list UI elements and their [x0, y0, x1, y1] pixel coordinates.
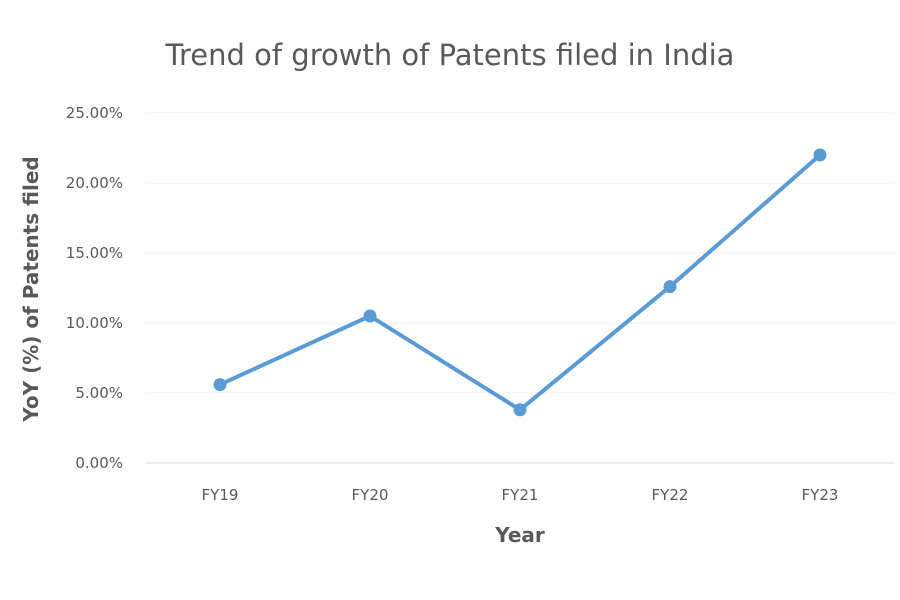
y-tick-label: 5.00% — [75, 384, 123, 402]
x-tick-label: FY22 — [652, 486, 689, 504]
data-point — [363, 309, 377, 323]
chart-title: Trend of growth of Patents filed in Indi… — [165, 38, 735, 72]
y-tick-label: 0.00% — [75, 454, 123, 472]
x-tick-label: FY21 — [502, 486, 539, 504]
data-point — [813, 148, 827, 162]
gridlines — [145, 112, 895, 464]
x-tick-label: FY19 — [202, 486, 239, 504]
y-axis-title: YoY (%) of Patents filed — [19, 156, 43, 423]
y-tick-label: 10.00% — [66, 314, 123, 332]
y-tick-label: 20.00% — [66, 174, 123, 192]
series-layer — [213, 148, 827, 417]
x-axis-ticks: FY19 FY20 FY21 FY22 FY23 — [202, 486, 839, 504]
data-point — [513, 403, 527, 417]
y-axis-ticks: 0.00% 5.00% 10.00% 15.00% 20.00% 25.00% — [66, 104, 123, 472]
series-line — [218, 153, 822, 412]
x-tick-label: FY23 — [802, 486, 839, 504]
x-tick-label: FY20 — [352, 486, 389, 504]
x-axis-title: Year — [494, 523, 545, 547]
y-tick-label: 15.00% — [66, 244, 123, 262]
y-tick-label: 25.00% — [66, 104, 123, 122]
data-point — [663, 280, 677, 294]
data-point — [213, 378, 227, 392]
